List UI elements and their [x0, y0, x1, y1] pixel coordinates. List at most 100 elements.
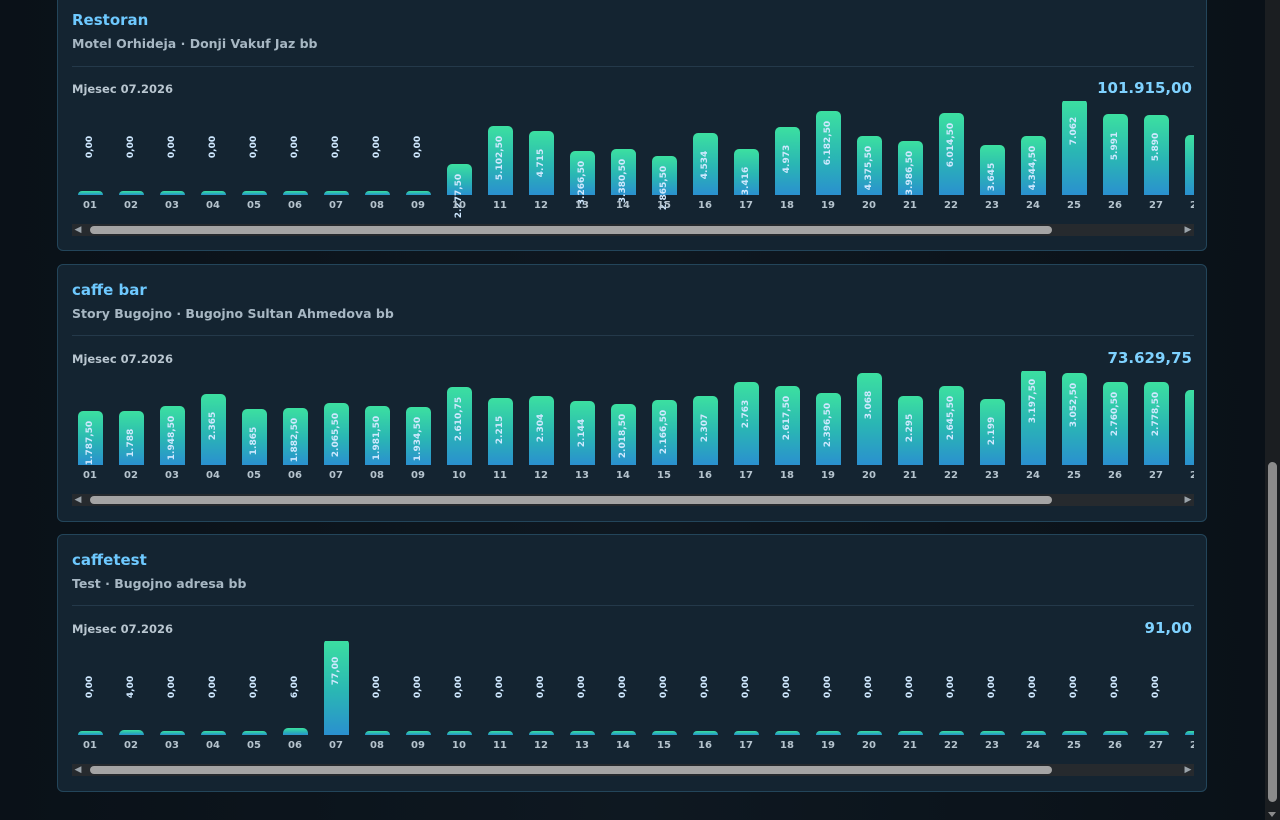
- horizontal-scrollbar[interactable]: ◀ ▶: [72, 494, 1194, 506]
- bar-day-27[interactable]: [1143, 731, 1169, 735]
- bar-day-02[interactable]: [118, 411, 144, 465]
- bar-day-08[interactable]: [364, 191, 390, 195]
- bar-day-28[interactable]: [1184, 134, 1194, 195]
- bar-day-15[interactable]: [651, 731, 677, 735]
- bar-day-12[interactable]: [528, 395, 554, 465]
- scroll-left-icon[interactable]: ◀: [74, 225, 82, 235]
- bar-day-25[interactable]: [1061, 101, 1087, 195]
- bar-day-04[interactable]: [200, 191, 226, 195]
- scrollbar-thumb[interactable]: [90, 226, 1052, 234]
- bar-day-06[interactable]: [282, 408, 308, 465]
- bar-day-14[interactable]: [610, 149, 636, 195]
- bar-day-02[interactable]: [118, 730, 144, 735]
- bar-day-12[interactable]: [528, 731, 554, 735]
- horizontal-scrollbar[interactable]: ◀ ▶: [72, 224, 1194, 236]
- bar-day-10[interactable]: [446, 164, 472, 195]
- bar-day-04[interactable]: [200, 731, 226, 735]
- bar-day-07[interactable]: [323, 191, 349, 195]
- bar-day-03[interactable]: [159, 191, 185, 195]
- bar-day-27[interactable]: [1143, 114, 1169, 195]
- bar-day-16[interactable]: [692, 395, 718, 465]
- bar-day-09[interactable]: [405, 731, 431, 735]
- bar-day-10[interactable]: [446, 386, 472, 465]
- bar-day-08[interactable]: [364, 405, 390, 465]
- daily-bar-chart[interactable]: 0,00 01 0,00 02 0,00 03 0,00 04 0,00 05 0,00 06 0,00…: [72, 101, 1194, 221]
- bar-day-06[interactable]: [282, 727, 308, 735]
- scroll-right-icon[interactable]: ▶: [1184, 495, 1192, 505]
- bar-day-23[interactable]: [979, 398, 1005, 465]
- bar-day-24[interactable]: [1020, 135, 1046, 195]
- scroll-down-icon[interactable]: [1268, 812, 1276, 817]
- bar-day-03[interactable]: [159, 731, 185, 735]
- bar-day-17[interactable]: [733, 382, 759, 465]
- bar-day-05[interactable]: [241, 191, 267, 195]
- bar-day-06[interactable]: [282, 191, 308, 195]
- bar-day-16[interactable]: [692, 731, 718, 735]
- scroll-right-icon[interactable]: ▶: [1184, 225, 1192, 235]
- vertical-scrollbar-thumb[interactable]: [1268, 462, 1277, 802]
- bar-day-22[interactable]: [938, 113, 964, 195]
- scrollbar-thumb[interactable]: [90, 496, 1052, 504]
- bar-day-12[interactable]: [528, 130, 554, 195]
- bar-day-26[interactable]: [1102, 382, 1128, 465]
- bar-day-18[interactable]: [774, 386, 800, 465]
- bar-day-19[interactable]: [815, 393, 841, 465]
- bar-day-08[interactable]: [364, 731, 390, 735]
- bar-day-20[interactable]: [856, 135, 882, 195]
- bar-day-26[interactable]: [1102, 731, 1128, 735]
- horizontal-scrollbar[interactable]: ◀ ▶: [72, 764, 1194, 776]
- bar-day-17[interactable]: [733, 148, 759, 195]
- bar-day-11[interactable]: [487, 731, 513, 735]
- bar-day-22[interactable]: [938, 385, 964, 465]
- bar-day-19[interactable]: [815, 110, 841, 195]
- scroll-right-icon[interactable]: ▶: [1184, 765, 1192, 775]
- scroll-left-icon[interactable]: ◀: [74, 495, 82, 505]
- bar-day-26[interactable]: [1102, 113, 1128, 195]
- bar-day-24[interactable]: [1020, 371, 1046, 465]
- scrollbar-thumb[interactable]: [90, 766, 1052, 774]
- bar-day-16[interactable]: [692, 133, 718, 195]
- bar-day-05[interactable]: [241, 409, 267, 465]
- bar-day-01[interactable]: [77, 731, 103, 735]
- bar-day-27[interactable]: [1143, 381, 1169, 465]
- bar-day-28[interactable]: [1184, 389, 1194, 465]
- scroll-left-icon[interactable]: ◀: [74, 765, 82, 775]
- daily-bar-chart[interactable]: 1.787,50 01 1.788 02 1.948,50 03 2.365 04 1.865 0…: [72, 371, 1194, 491]
- bar-day-14[interactable]: [610, 731, 636, 735]
- bar-day-15[interactable]: [651, 399, 677, 465]
- bar-day-07[interactable]: [323, 641, 349, 735]
- page-vertical-scrollbar[interactable]: [1265, 0, 1280, 820]
- bar-day-13[interactable]: [569, 150, 595, 195]
- bar-day-07[interactable]: [323, 402, 349, 465]
- bar-day-25[interactable]: [1061, 731, 1087, 735]
- bar-day-13[interactable]: [569, 731, 595, 735]
- bar-day-09[interactable]: [405, 191, 431, 195]
- bar-day-24[interactable]: [1020, 731, 1046, 735]
- bar-day-21[interactable]: [897, 140, 923, 195]
- bar-day-23[interactable]: [979, 145, 1005, 195]
- bar-day-09[interactable]: [405, 406, 431, 465]
- bar-day-18[interactable]: [774, 731, 800, 735]
- bar-day-10[interactable]: [446, 731, 472, 735]
- bar-day-14[interactable]: [610, 404, 636, 465]
- bar-day-03[interactable]: [159, 406, 185, 465]
- bar-day-15[interactable]: [651, 156, 677, 195]
- bar-day-05[interactable]: [241, 731, 267, 735]
- bar-day-22[interactable]: [938, 731, 964, 735]
- bar-day-01[interactable]: [77, 191, 103, 195]
- bar-day-02[interactable]: [118, 191, 144, 195]
- bar-day-18[interactable]: [774, 127, 800, 195]
- bar-day-21[interactable]: [897, 396, 923, 465]
- bar-day-25[interactable]: [1061, 373, 1087, 465]
- bar-day-23[interactable]: [979, 731, 1005, 735]
- bar-day-13[interactable]: [569, 400, 595, 465]
- bar-day-11[interactable]: [487, 398, 513, 465]
- bar-day-19[interactable]: [815, 731, 841, 735]
- bar-day-28[interactable]: [1184, 731, 1194, 735]
- bar-day-21[interactable]: [897, 731, 923, 735]
- bar-day-04[interactable]: [200, 393, 226, 465]
- bar-day-17[interactable]: [733, 731, 759, 735]
- bar-day-20[interactable]: [856, 372, 882, 465]
- bar-day-01[interactable]: [77, 411, 103, 465]
- daily-bar-chart[interactable]: 0,00 01 4,00 02 0,00 03 0,00 04 0,00 05 6,00 06 77,0…: [72, 641, 1194, 761]
